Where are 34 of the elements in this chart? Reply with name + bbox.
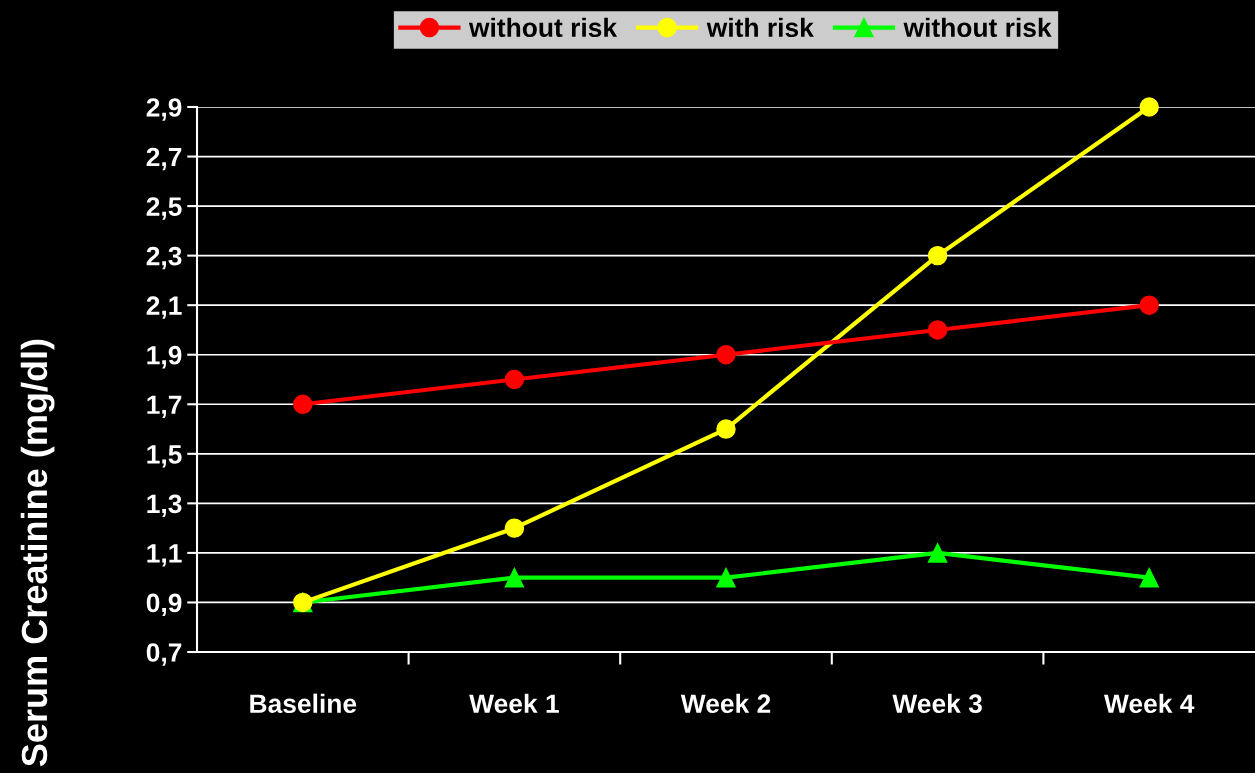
x-tick-label: Week 4 [1103, 693, 1195, 714]
y-tick-label: 1,1 [147, 544, 182, 567]
y-tick-label: 1,7 [147, 395, 182, 418]
point [927, 320, 948, 340]
y-tick-label: 1,9 [147, 345, 182, 369]
x-tick-label: Week 2 [680, 693, 771, 714]
y-tick-label: 2,7 [146, 147, 182, 171]
y-tick-label: 2,5 [146, 197, 182, 220]
point [716, 567, 736, 588]
legend-label: without risk [903, 17, 1052, 38]
point [504, 369, 525, 390]
x-tick-label: Week 1 [469, 693, 559, 714]
x-tick-label: Week 3 [892, 693, 982, 714]
point [293, 394, 313, 414]
y-tick-label: 0,9 [146, 593, 182, 617]
legend-label: with risk [706, 17, 814, 38]
y-tick-label: 2,3 [146, 246, 182, 270]
point [1139, 295, 1159, 315]
x-tick-label: Baseline [250, 693, 357, 714]
y-tick-label: 0,7 [146, 643, 182, 666]
point [927, 543, 948, 563]
point [504, 567, 525, 588]
y-axis-title: Serum Creatinine (mg/dl) [20, 339, 55, 767]
y-tick-label: 1,3 [147, 494, 182, 518]
point [504, 518, 525, 538]
point [716, 419, 736, 439]
y-tick-label: 2,9 [146, 98, 182, 121]
point [716, 345, 736, 365]
point [1139, 97, 1159, 117]
legend-label: without risk [468, 17, 618, 38]
y-tick-label: 2,1 [146, 296, 182, 319]
y-tick-label: 1,5 [147, 445, 182, 468]
point [1139, 567, 1159, 588]
point [927, 245, 948, 266]
